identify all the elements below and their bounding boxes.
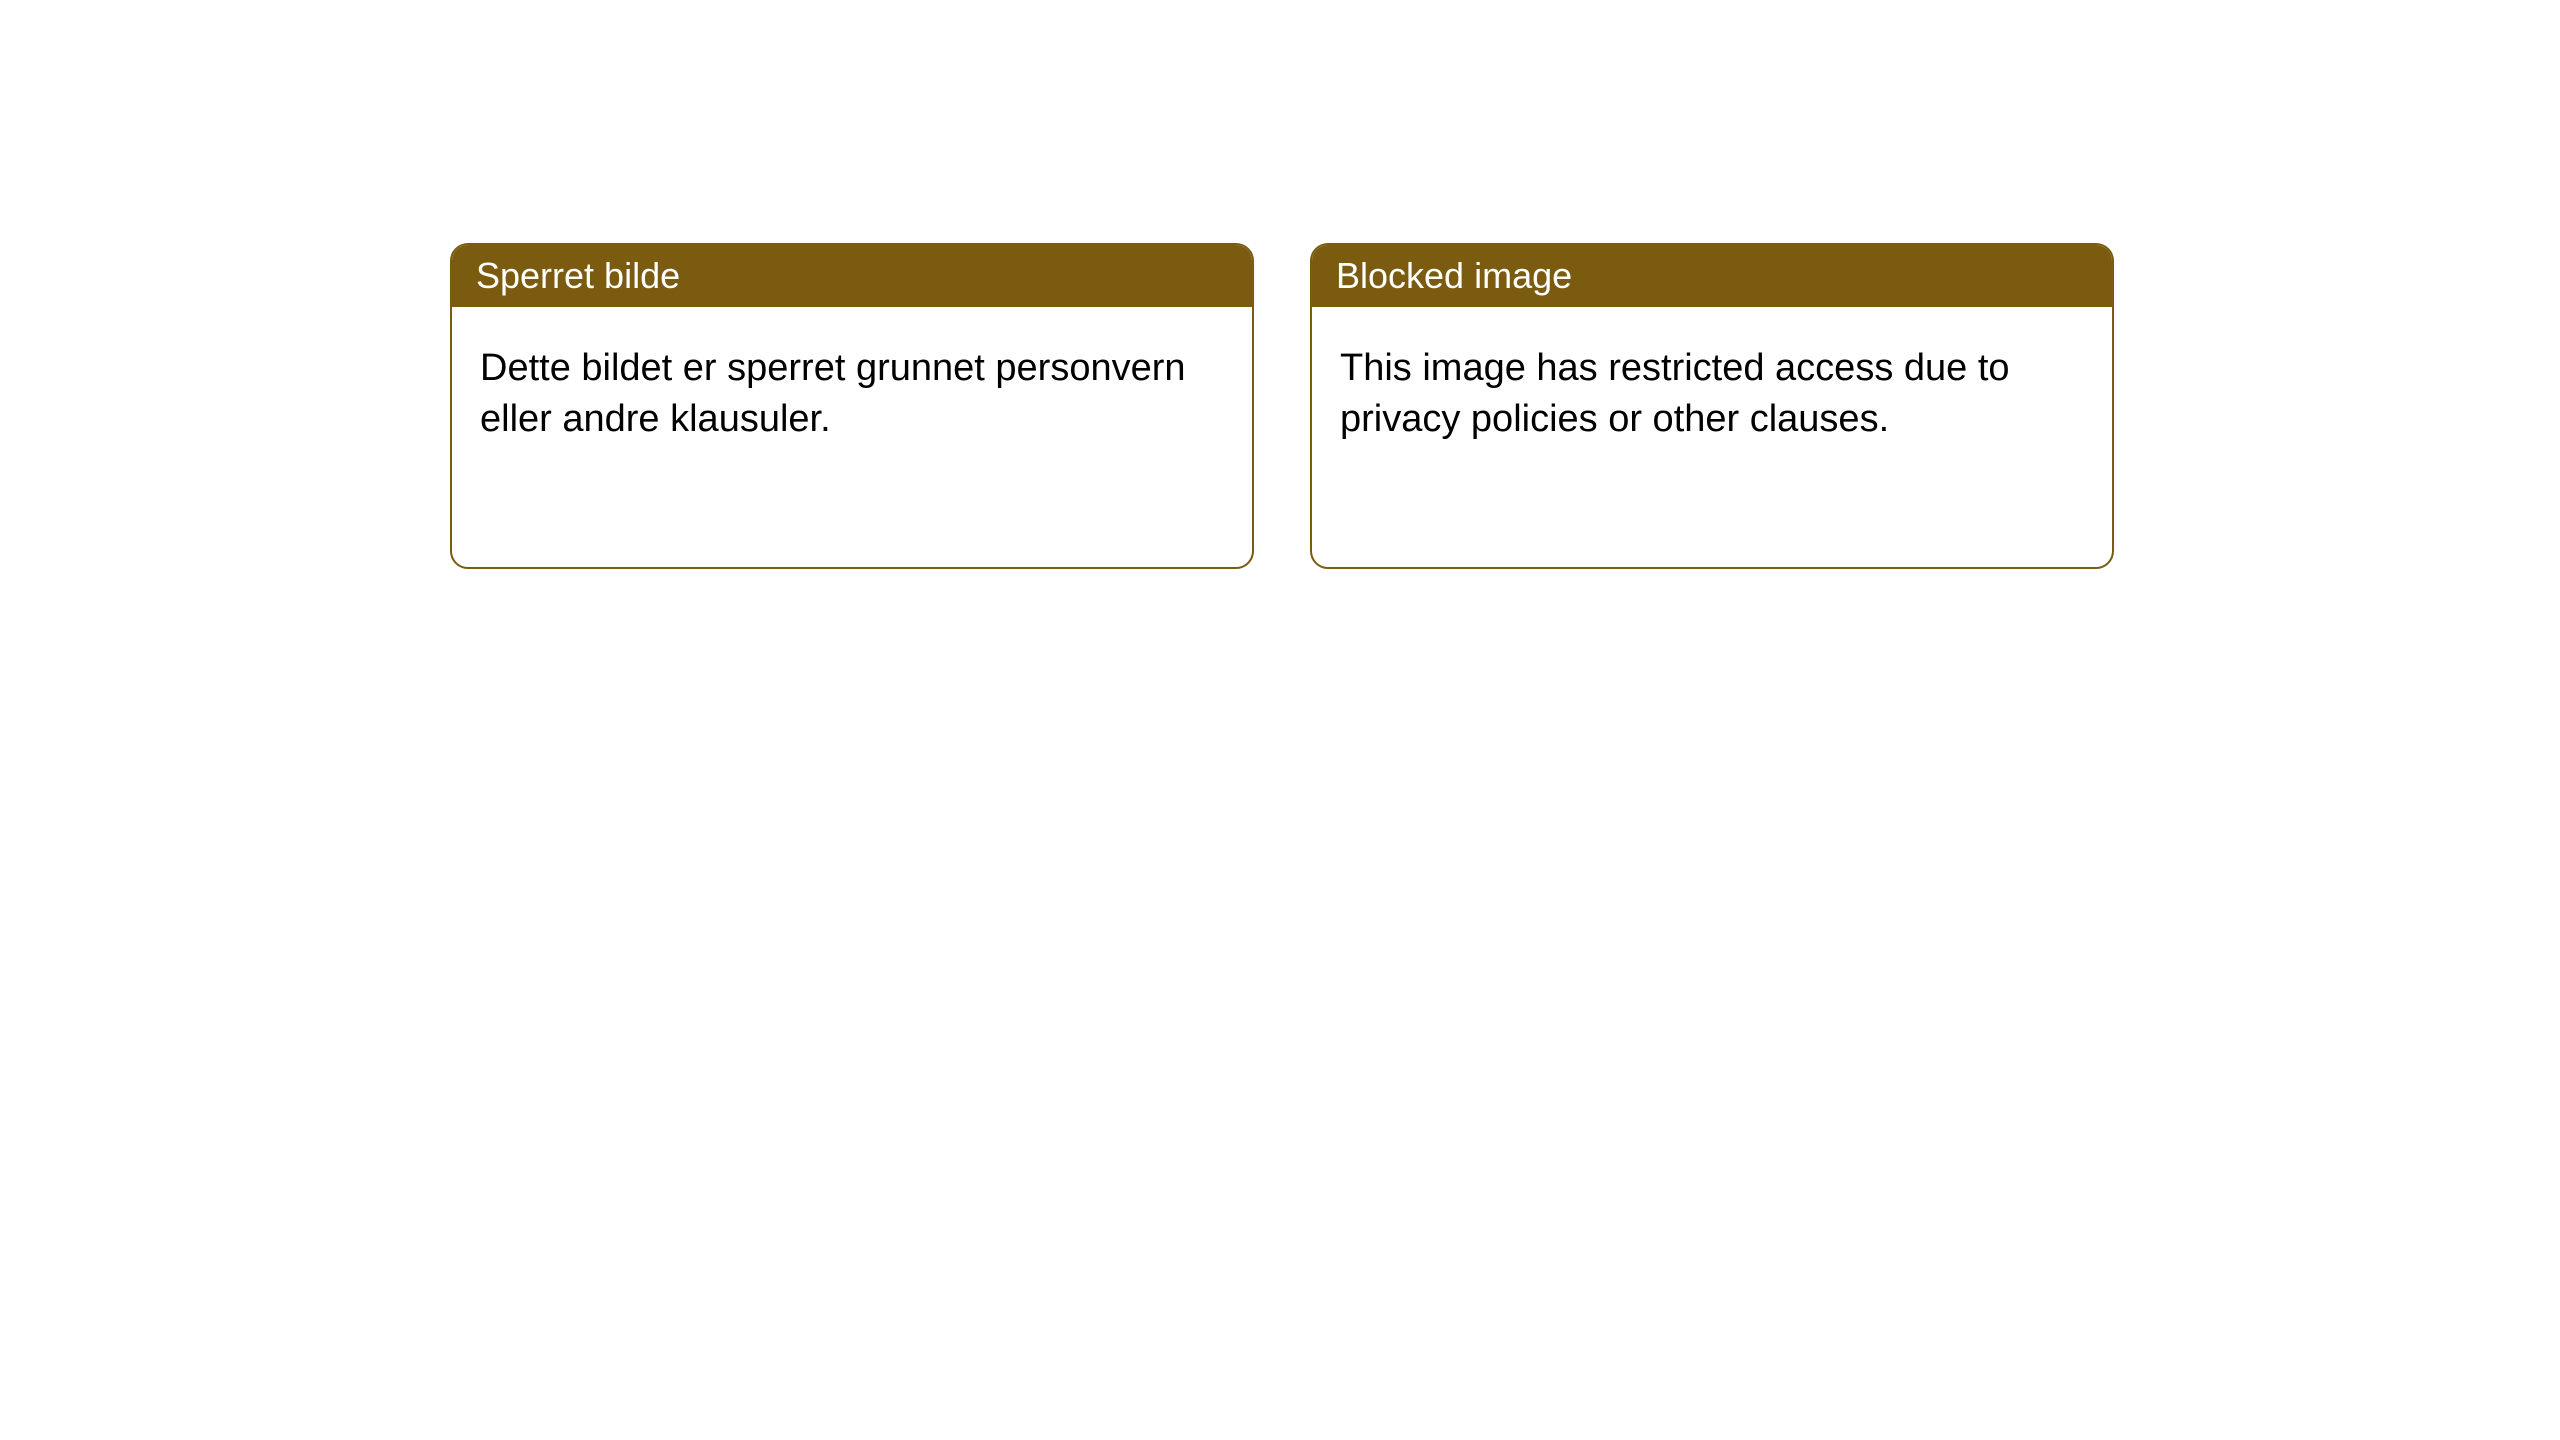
blocked-image-card-en: Blocked image This image has restricted … [1310,243,2114,569]
card-body-no: Dette bildet er sperret grunnet personve… [452,307,1252,567]
blocked-image-card-no: Sperret bilde Dette bildet er sperret gr… [450,243,1254,569]
blocked-image-notice-container: Sperret bilde Dette bildet er sperret gr… [450,243,2114,569]
card-body-en: This image has restricted access due to … [1312,307,2112,567]
card-header-no: Sperret bilde [452,245,1252,307]
card-header-en: Blocked image [1312,245,2112,307]
